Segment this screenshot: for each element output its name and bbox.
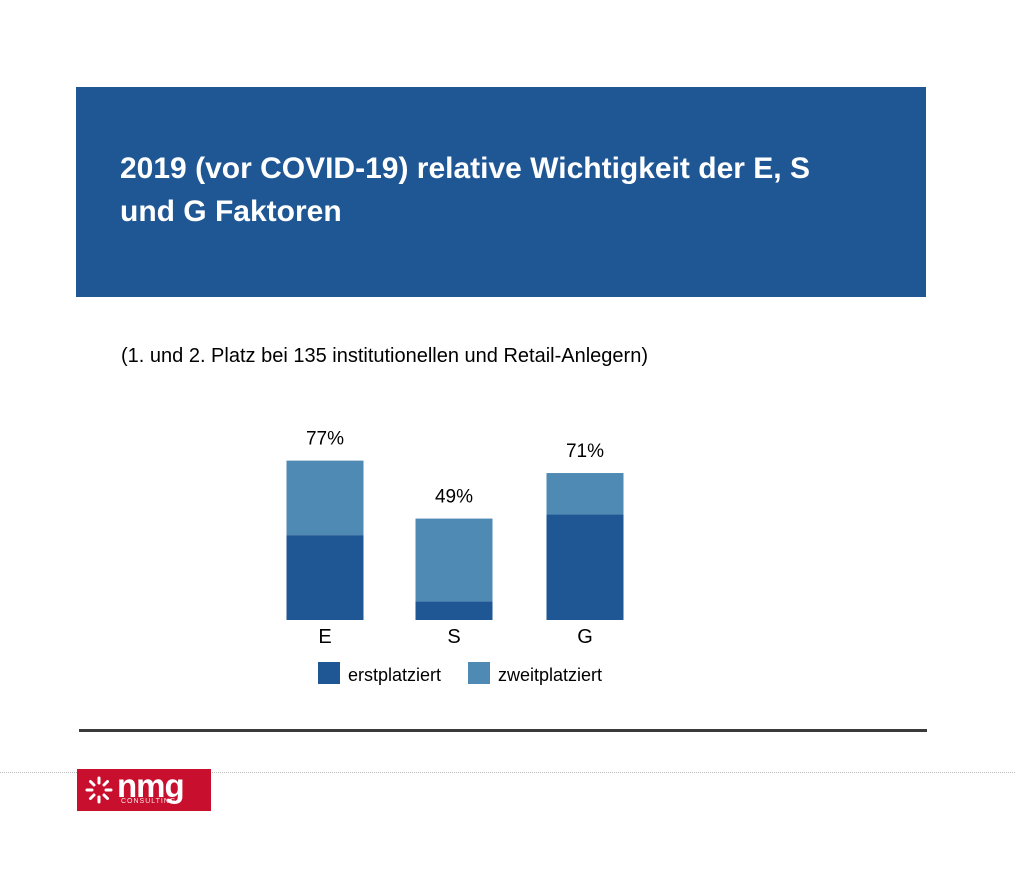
bar-s-erstplatziert xyxy=(415,601,493,620)
legend-swatch-erstplatziert xyxy=(318,662,340,684)
dotted-guide-line xyxy=(0,772,1015,773)
legend: erstplatziert zweitplatziert xyxy=(318,662,602,685)
category-label-e: E xyxy=(318,626,331,648)
legend-label-zweitplatziert: zweitplatziert xyxy=(498,665,602,685)
bar-e-zweitplatziert xyxy=(286,460,364,536)
logo-wordmark: nmg xyxy=(117,769,185,804)
nmg-consulting-logo: nmg CONSULTING xyxy=(77,769,211,811)
legend-label-erstplatziert: erstplatziert xyxy=(348,665,441,685)
bar-g-zweitplatziert xyxy=(546,473,624,515)
sun-icon xyxy=(85,776,113,804)
labels-layer: 77% E 49% S 71% G xyxy=(306,429,604,648)
logo-subtext: CONSULTING xyxy=(121,798,177,805)
bars-layer xyxy=(286,460,624,620)
category-label-g: G xyxy=(577,626,593,648)
bar-e-erstplatziert xyxy=(286,535,364,620)
total-label-s: 49% xyxy=(435,487,473,508)
footer-divider xyxy=(79,729,927,732)
page-title: 2019 (vor COVID-19) relative Wichtigkeit… xyxy=(120,152,810,228)
total-label-g: 71% xyxy=(566,441,604,462)
title-banner: 2019 (vor COVID-19) relative Wichtigkeit… xyxy=(76,87,926,297)
category-label-s: S xyxy=(447,626,460,648)
total-label-e: 77% xyxy=(306,429,344,450)
bar-g-erstplatziert xyxy=(546,514,624,620)
legend-swatch-zweitplatziert xyxy=(468,662,490,684)
chart-subtitle: (1. und 2. Platz bei 135 institutionelle… xyxy=(121,345,648,367)
bar-s-zweitplatziert xyxy=(415,518,493,602)
